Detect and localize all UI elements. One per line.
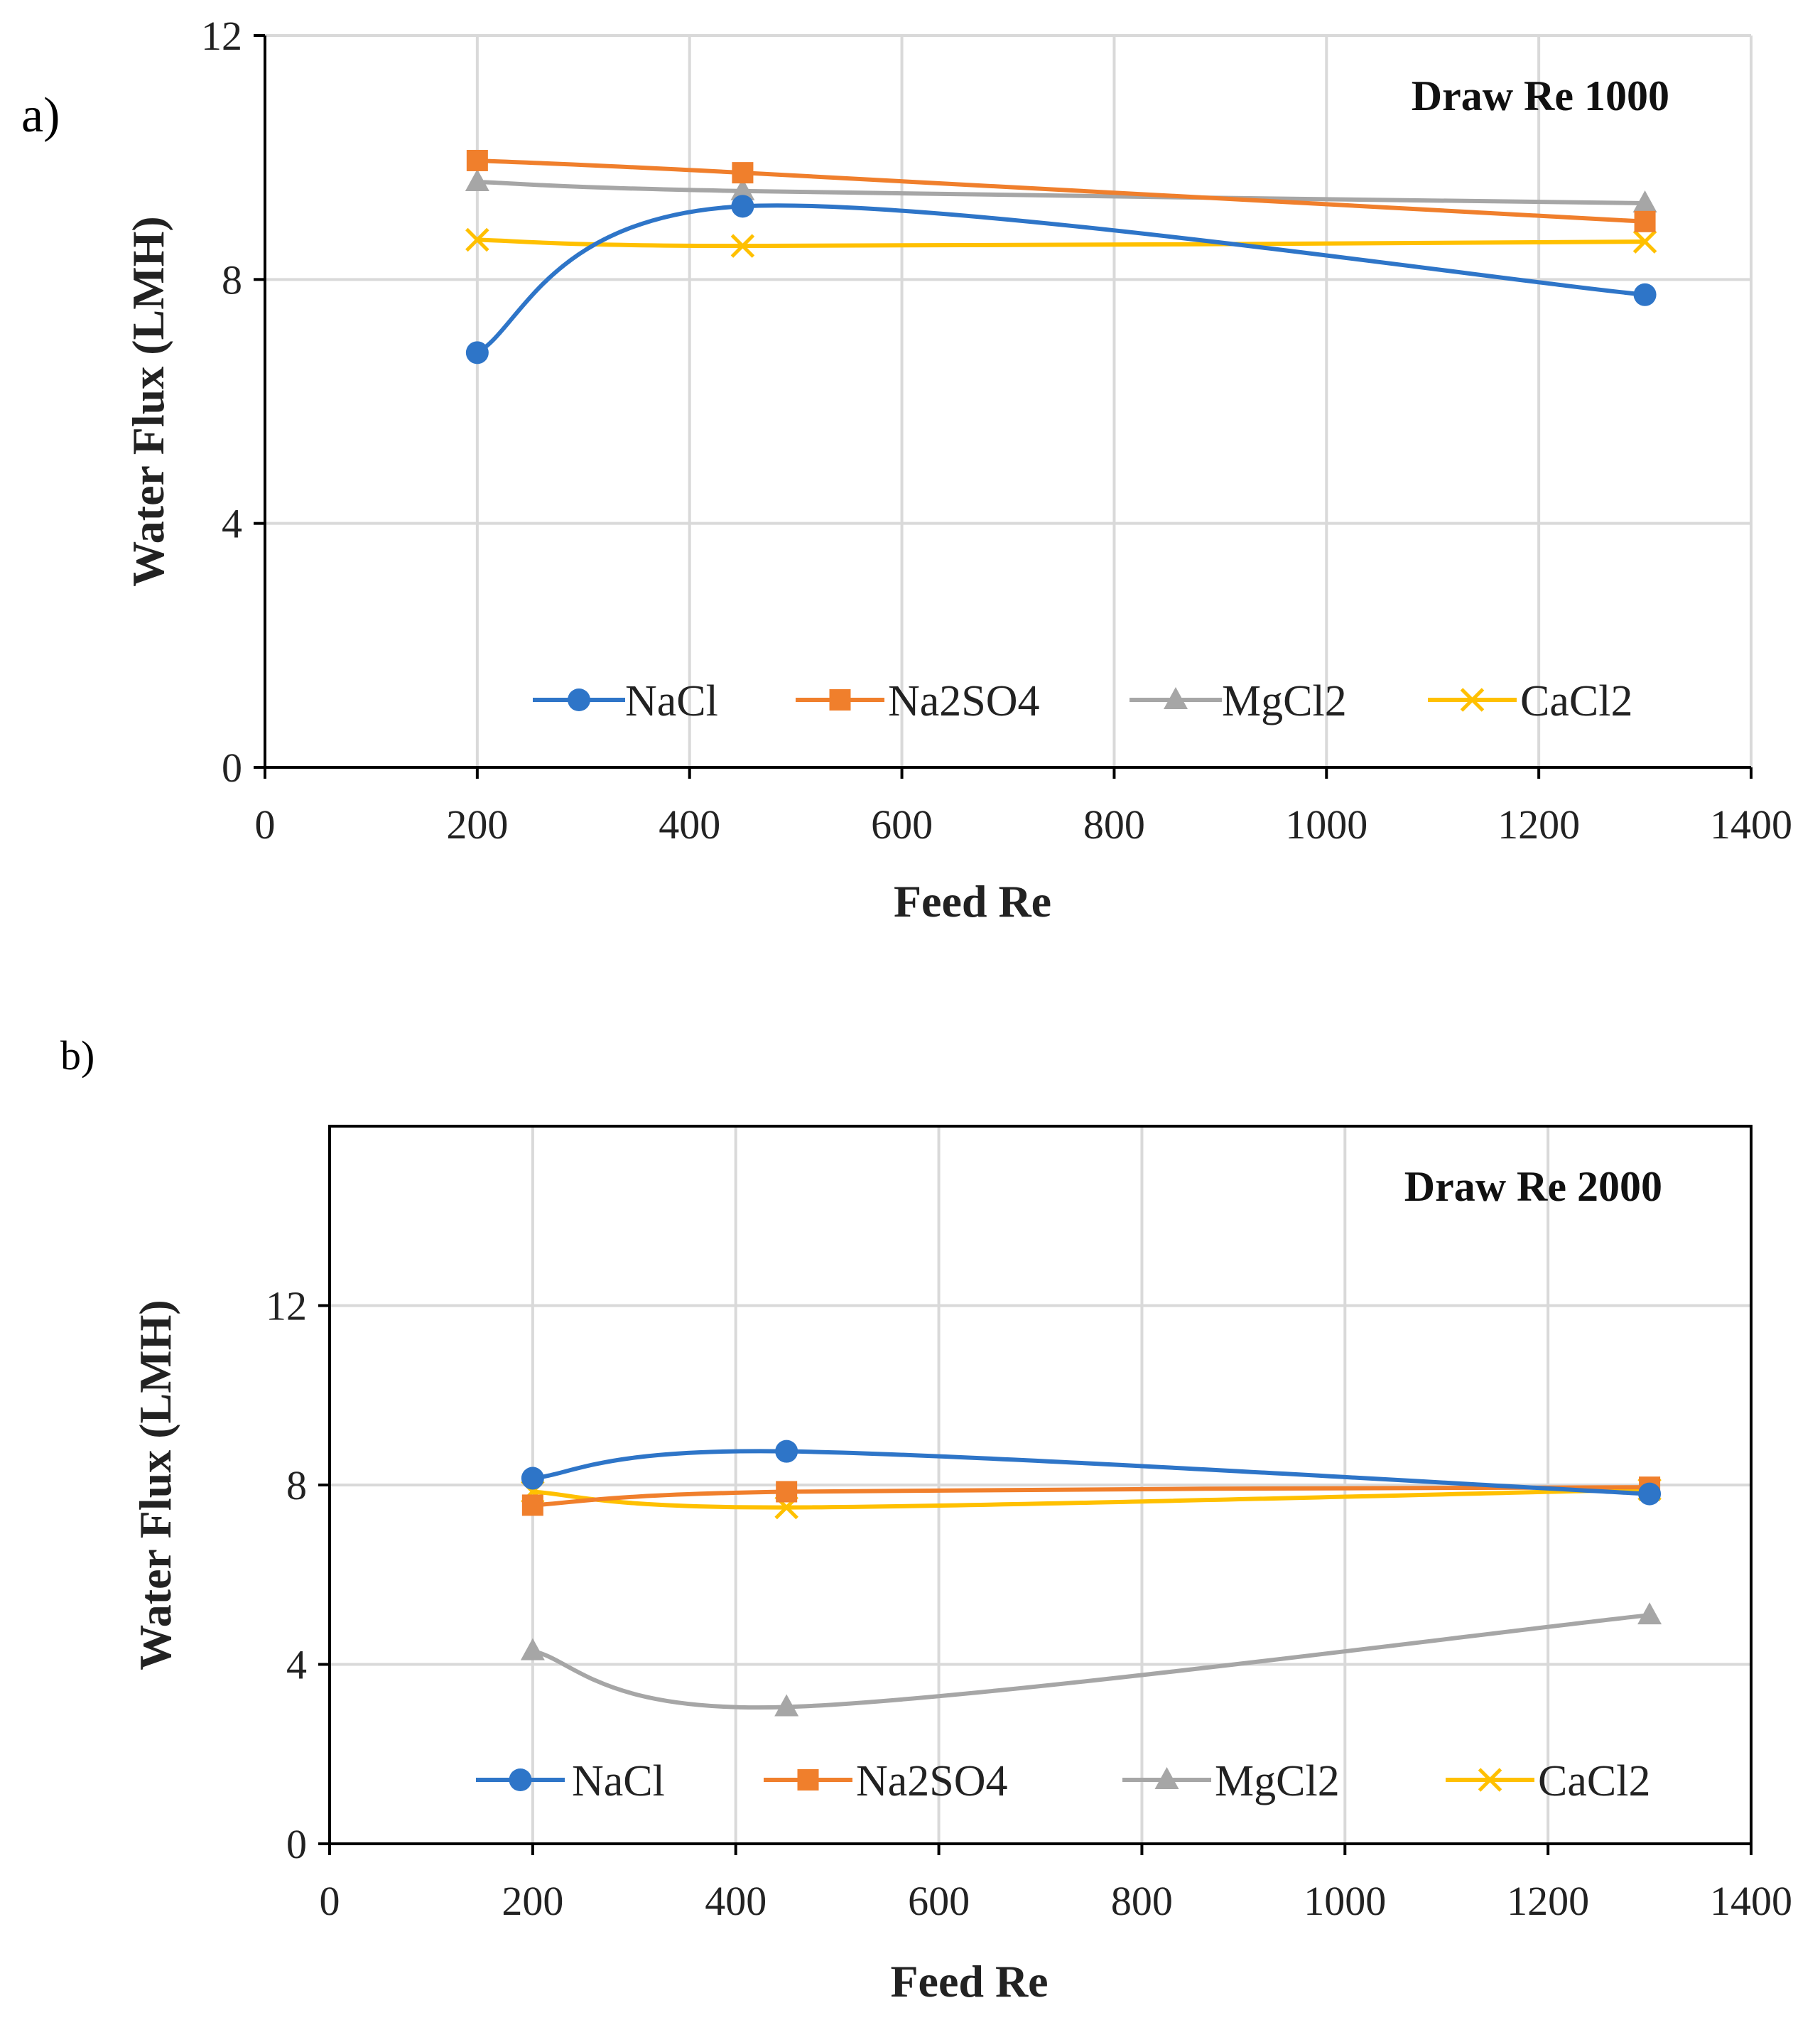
x-tick-label-a-2: 400 bbox=[659, 801, 720, 848]
data-point-b-na2so4-1 bbox=[776, 1481, 798, 1503]
legend-marker-b-0 bbox=[509, 1768, 532, 1791]
series-a-na2so4 bbox=[466, 149, 1656, 232]
x-axis-title-a: Feed Re bbox=[894, 876, 1051, 927]
x-tick-label-a-1: 200 bbox=[446, 801, 508, 848]
x-tick-label-b-5: 1000 bbox=[1304, 1878, 1386, 1924]
x-tick-label-b-4: 800 bbox=[1111, 1878, 1173, 1924]
y-tick-label-b-3: 12 bbox=[266, 1283, 307, 1329]
y-axis-title-b: Water Flux (LMH) bbox=[130, 1300, 180, 1670]
x-tick-label-b-6: 1200 bbox=[1507, 1878, 1589, 1924]
series-line-a-mgcl2 bbox=[475, 180, 1647, 206]
annotation-a: Draw Re 1000 bbox=[1412, 72, 1669, 119]
y-tick-label-a-0: 0 bbox=[222, 745, 242, 791]
legend-b: NaCl Na2SO4 MgCl2 CaCl2 bbox=[476, 1757, 1650, 1805]
x-tick-label-a-6: 1200 bbox=[1497, 801, 1580, 848]
y-tick-label-a-1: 4 bbox=[222, 501, 242, 547]
legend-marker-b-3 bbox=[1478, 1768, 1502, 1792]
y-tick-label-a-2: 8 bbox=[222, 256, 242, 303]
x-axis-title-b: Feed Re bbox=[890, 1956, 1048, 2007]
data-point-a-na2so4-1 bbox=[732, 162, 754, 184]
legend-label-a-2: MgCl2 bbox=[1222, 677, 1347, 725]
data-point-a-mgcl2-2 bbox=[1632, 190, 1657, 213]
data-point-b-nacl-1 bbox=[775, 1440, 798, 1463]
chart-a: a) 0 200 400 600 800 1000 1200 1400 0 4 8 12 Feed Re… bbox=[21, 13, 1792, 927]
legend-label-b-3: CaCl2 bbox=[1538, 1757, 1650, 1805]
series-line-b-mgcl2 bbox=[530, 1613, 1652, 1710]
series-line-a-nacl bbox=[475, 203, 1647, 355]
legend-marker-a-3 bbox=[1460, 688, 1485, 712]
legend-label-b-0: NaCl bbox=[572, 1757, 665, 1805]
legend-item-a-cacl2: CaCl2 bbox=[1428, 677, 1632, 725]
legend-item-b-na2so4: Na2SO4 bbox=[764, 1757, 1008, 1805]
series-line-b-nacl bbox=[530, 1449, 1652, 1496]
chart-b: b) 0 200 400 600 800 1000 1200 1400 0 4 8 12 Feed Re… bbox=[60, 1032, 1792, 2007]
data-point-a-cacl2-1 bbox=[730, 234, 755, 258]
legend-item-a-mgcl2: MgCl2 bbox=[1130, 677, 1347, 725]
legend-item-b-nacl: NaCl bbox=[476, 1757, 665, 1805]
series-line-b-na2so4 bbox=[530, 1485, 1652, 1508]
series-b-mgcl2 bbox=[520, 1602, 1662, 1717]
data-point-a-mgcl2-1 bbox=[730, 178, 755, 200]
data-point-a-nacl-1 bbox=[731, 195, 754, 218]
series-line-a-na2so4 bbox=[475, 158, 1647, 224]
data-point-a-cacl2-0 bbox=[465, 227, 489, 252]
data-point-b-mgcl2-0 bbox=[520, 1638, 545, 1660]
y-tick-label-b-2: 8 bbox=[286, 1462, 307, 1508]
annotation-b: Draw Re 2000 bbox=[1404, 1163, 1662, 1210]
data-point-a-nacl-0 bbox=[465, 341, 489, 364]
legend-label-a-0: NaCl bbox=[625, 677, 718, 725]
legend-marker-b-2 bbox=[1154, 1767, 1179, 1789]
x-tick-label-b-1: 200 bbox=[502, 1878, 563, 1924]
legend-item-a-na2so4: Na2SO4 bbox=[796, 677, 1040, 725]
legend-marker-a-0 bbox=[568, 688, 590, 711]
data-point-a-nacl-2 bbox=[1633, 283, 1657, 306]
legend-label-a-1: Na2SO4 bbox=[888, 677, 1040, 725]
data-point-b-nacl-2 bbox=[1638, 1482, 1662, 1506]
legend-marker-a-1 bbox=[829, 689, 851, 711]
y-tick-label-b-0: 0 bbox=[286, 1821, 307, 1867]
data-point-a-mgcl2-0 bbox=[465, 169, 489, 191]
data-point-b-mgcl2-2 bbox=[1637, 1602, 1662, 1625]
x-tick-label-a-0: 0 bbox=[255, 801, 276, 848]
data-point-b-na2so4-0 bbox=[521, 1494, 543, 1516]
y-tick-label-a-3: 12 bbox=[201, 13, 242, 59]
y-tick-label-b-1: 4 bbox=[286, 1642, 307, 1688]
x-tick-label-b-7: 1400 bbox=[1710, 1878, 1792, 1924]
x-tick-label-a-5: 1000 bbox=[1285, 801, 1367, 848]
y-axis-title-a: Water Flux (LMH) bbox=[123, 216, 173, 586]
legend-a: NaCl Na2SO4 MgCl2 CaCl2 bbox=[533, 677, 1632, 725]
legend-item-a-nacl: NaCl bbox=[533, 677, 718, 725]
data-point-a-cacl2-2 bbox=[1632, 229, 1657, 254]
data-point-b-nacl-0 bbox=[521, 1467, 544, 1490]
legend-item-b-mgcl2: MgCl2 bbox=[1122, 1757, 1340, 1805]
x-tick-label-a-4: 800 bbox=[1083, 801, 1145, 848]
data-point-b-mgcl2-1 bbox=[774, 1694, 799, 1717]
x-tick-label-b-3: 600 bbox=[908, 1878, 970, 1924]
x-tick-label-b-0: 0 bbox=[320, 1878, 340, 1924]
x-tick-label-b-2: 400 bbox=[705, 1878, 767, 1924]
legend-label-b-1: Na2SO4 bbox=[856, 1757, 1008, 1805]
series-a-cacl2 bbox=[465, 227, 1657, 258]
x-tick-label-a-7: 1400 bbox=[1710, 801, 1792, 848]
series-line-a-cacl2 bbox=[475, 237, 1647, 249]
legend-label-b-2: MgCl2 bbox=[1215, 1757, 1340, 1805]
series-a-mgcl2 bbox=[465, 169, 1657, 213]
panel-label-b: b) bbox=[60, 1032, 94, 1079]
legend-item-b-cacl2: CaCl2 bbox=[1446, 1757, 1650, 1805]
data-point-a-na2so4-2 bbox=[1634, 210, 1656, 232]
legend-marker-b-1 bbox=[797, 1769, 819, 1791]
series-a-nacl bbox=[465, 195, 1657, 364]
legend-label-a-3: CaCl2 bbox=[1520, 677, 1632, 725]
series-b-na2so4 bbox=[521, 1476, 1661, 1516]
legend-marker-a-2 bbox=[1164, 687, 1188, 709]
panel-label-a: a) bbox=[21, 88, 60, 143]
series-b-nacl bbox=[521, 1440, 1662, 1506]
x-tick-label-a-3: 600 bbox=[871, 801, 933, 848]
data-point-a-na2so4-0 bbox=[466, 149, 488, 171]
